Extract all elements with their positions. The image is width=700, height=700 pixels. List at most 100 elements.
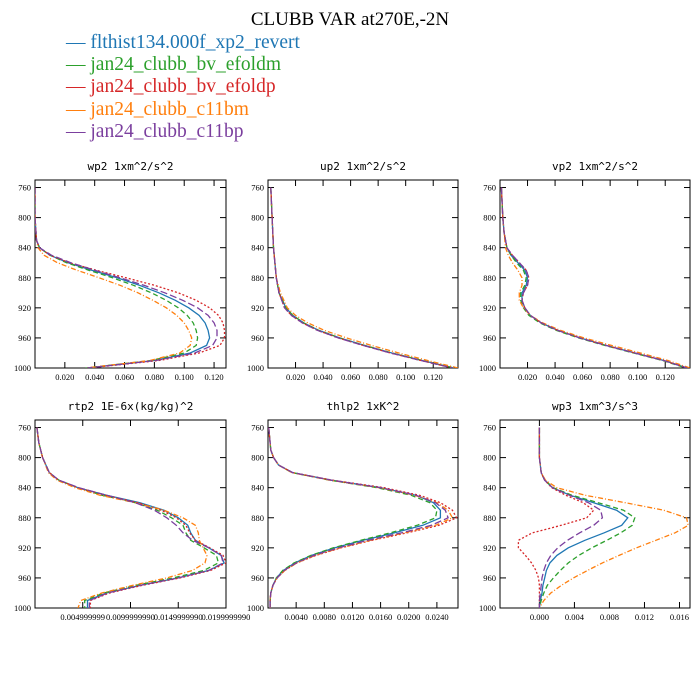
x-tick-label: 0.060 [341, 372, 360, 382]
y-tick-label: 960 [18, 573, 31, 583]
y-tick-label: 920 [483, 543, 496, 553]
x-tick-label: 0.040 [314, 372, 333, 382]
series-line [538, 427, 689, 608]
y-tick-label: 760 [251, 183, 264, 193]
series-line [538, 427, 604, 608]
legend-entry: — jan24_clubb_c11bm [66, 98, 249, 120]
x-tick-label: 0.0080 [313, 612, 336, 622]
y-tick-label: 880 [483, 273, 496, 283]
series-line [35, 187, 211, 368]
y-tick-label: 760 [483, 423, 496, 433]
legend: — flthist134.000f_xp2_revert — jan24_clu… [66, 32, 300, 143]
series-line [35, 187, 199, 368]
series-line [36, 427, 208, 608]
x-tick-label: 0.020 [286, 372, 305, 382]
series-line [268, 427, 442, 608]
y-tick-label: 960 [483, 333, 496, 343]
plot-frame [499, 419, 691, 609]
y-tick-label: 800 [18, 453, 31, 463]
series-line [35, 187, 226, 368]
plot-frame [499, 179, 691, 369]
x-tick-label: 0.0099999990 [106, 612, 155, 622]
x-tick-label: 0.000 [530, 612, 549, 622]
y-tick-label: 840 [483, 483, 496, 493]
y-tick-label: 760 [18, 423, 31, 433]
series-line [270, 187, 455, 368]
series-line [500, 187, 690, 368]
chart-panel: vp2 1xm^2/s^2 760 800 840 880 920 960 1000 0.020… [479, 160, 691, 382]
x-tick-label: 0.0200 [397, 612, 420, 622]
y-tick-label: 840 [483, 243, 496, 253]
series-line [36, 427, 220, 608]
series-line [500, 187, 688, 368]
y-tick-label: 800 [18, 213, 31, 223]
y-tick-label: 920 [251, 543, 264, 553]
y-tick-label: 880 [18, 273, 31, 283]
y-tick-label: 920 [251, 303, 264, 313]
x-tick-label: 0.040 [85, 372, 104, 382]
series-line [36, 427, 226, 608]
series-line [268, 427, 458, 608]
x-tick-label: 0.060 [115, 372, 134, 382]
legend-entry: — flthist134.000f_xp2_revert [66, 32, 300, 53]
plot-frame [267, 179, 459, 369]
y-tick-label: 880 [18, 513, 31, 523]
x-tick-label: 0.008 [600, 612, 619, 622]
legend-entry: — jan24_clubb_c11bp [66, 120, 244, 142]
y-tick-label: 1000 [14, 603, 31, 613]
x-tick-label: 0.012 [635, 612, 654, 622]
panel-title: thlp2 1xK^2 [327, 400, 400, 413]
y-tick-label: 880 [251, 513, 264, 523]
chart-panel: rtp2 1E-6x(kg/kg)^2 760 800 840 880 920 960 100… [14, 400, 250, 622]
chart-panel: wp3 1xm^3/s^3 760 800 840 880 920 960 1000 0.000… [479, 400, 691, 622]
y-tick-label: 960 [251, 573, 264, 583]
x-tick-label: 0.016 [670, 612, 689, 622]
y-tick-label: 800 [251, 453, 264, 463]
y-tick-label: 1000 [247, 363, 264, 373]
legend-entry: — jan24_clubb_bv_efoldm [66, 54, 282, 76]
x-tick-label: 0.100 [396, 372, 415, 382]
series-line [270, 187, 458, 368]
x-tick-label: 0.0149999990 [154, 612, 203, 622]
series-line [268, 427, 438, 608]
x-tick-label: 0.004999999 [60, 612, 105, 622]
y-tick-label: 760 [18, 183, 31, 193]
series-line [268, 427, 449, 608]
y-tick-label: 960 [483, 573, 496, 583]
y-tick-label: 840 [18, 483, 31, 493]
x-tick-label: 0.040 [546, 372, 565, 382]
x-tick-label: 0.020 [518, 372, 537, 382]
series-line [35, 187, 193, 368]
series-line [268, 427, 454, 608]
x-tick-label: 0.080 [369, 372, 388, 382]
y-tick-label: 760 [251, 423, 264, 433]
series-line [500, 187, 688, 368]
x-tick-label: 0.0240 [425, 612, 448, 622]
y-tick-label: 840 [18, 243, 31, 253]
series-line [500, 187, 687, 368]
x-tick-label: 0.120 [656, 372, 675, 382]
y-tick-label: 1000 [247, 603, 264, 613]
x-tick-label: 0.060 [573, 372, 592, 382]
chart-panel: wp2 1xm^2/s^2 760 800 840 880 920 960 1000 0.020… [14, 160, 227, 382]
y-tick-label: 920 [18, 303, 31, 313]
y-tick-label: 880 [483, 513, 496, 523]
x-tick-label: 0.100 [175, 372, 194, 382]
panel-title: rtp2 1E-6x(kg/kg)^2 [68, 400, 194, 413]
series-line [270, 187, 455, 368]
plot-frame [34, 419, 227, 609]
x-tick-label: 0.0120 [341, 612, 364, 622]
y-tick-label: 840 [251, 243, 264, 253]
y-tick-label: 1000 [479, 363, 496, 373]
chart-panel: up2 1xm^2/s^2 760 800 840 880 920 960 1000 0.020… [247, 160, 459, 382]
series-line [35, 187, 218, 368]
x-tick-label: 0.080 [145, 372, 164, 382]
y-tick-label: 920 [18, 543, 31, 553]
y-tick-label: 800 [251, 213, 264, 223]
panel-title: wp2 1xm^2/s^2 [87, 160, 173, 173]
x-tick-label: 0.100 [628, 372, 647, 382]
figure-title: CLUBB VAR at270E,-2N [250, 9, 450, 30]
x-tick-label: 0.020 [55, 372, 74, 382]
x-tick-label: 0.120 [424, 372, 443, 382]
